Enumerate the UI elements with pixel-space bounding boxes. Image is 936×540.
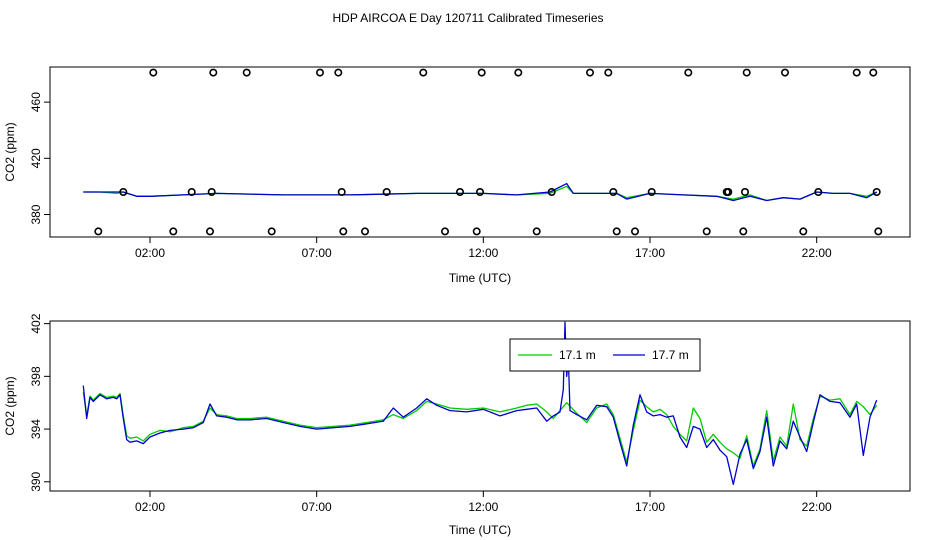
- calibration-point: [872, 188, 881, 197]
- calibration-point: [477, 68, 486, 77]
- calibration-point: [852, 68, 861, 77]
- calibration-point: [612, 227, 621, 236]
- calibration-point: [585, 68, 594, 77]
- top-y-axis: 380 420 460: [29, 92, 50, 225]
- calibration-point: [455, 188, 464, 197]
- calibration-point: [187, 188, 196, 197]
- calibration-point: [337, 188, 346, 197]
- bottom-x-axis: 02:00 07:00 12:00 17:00 22:00: [135, 491, 832, 514]
- legend: 17.1 m 17.7 m: [509, 338, 701, 372]
- calibration-point: [119, 188, 128, 197]
- calibration-point: [339, 227, 348, 236]
- bottom-y-axis-label: CO2 (ppm): [3, 376, 17, 435]
- legend-label-17-7m: 17.7 m: [652, 348, 689, 362]
- bottom-series-lines: [82, 321, 878, 486]
- calibration-point: [472, 227, 481, 236]
- top-x-axis-label: Time (UTC): [449, 271, 511, 285]
- series-line-17-7-m: [83, 182, 878, 202]
- y-tick-label: 390: [29, 471, 43, 491]
- series-line-17-1-m: [82, 392, 878, 467]
- y-tick-label: 402: [29, 313, 43, 333]
- calibration-point: [242, 68, 251, 77]
- y-tick-label: 420: [29, 148, 43, 168]
- calibration-point: [360, 227, 369, 236]
- x-tick-label: 02:00: [135, 246, 165, 260]
- x-tick-label: 12:00: [468, 500, 498, 514]
- calibration-point: [532, 227, 541, 236]
- calibration-point: [475, 188, 484, 197]
- x-tick-label: 02:00: [135, 500, 165, 514]
- x-tick-label: 12:00: [468, 246, 498, 260]
- x-tick-label: 17:00: [635, 500, 665, 514]
- calibration-point: [315, 68, 324, 77]
- y-tick-label: 380: [29, 204, 43, 224]
- calibration-point: [799, 227, 808, 236]
- x-tick-label: 07:00: [302, 500, 332, 514]
- calibration-point: [547, 188, 556, 197]
- calibration-point: [740, 188, 749, 197]
- figure-title: HDP AIRCOA E Day 120711 Calibrated Times…: [332, 11, 603, 25]
- top-series-lines: [83, 182, 878, 202]
- calibration-point: [647, 188, 656, 197]
- calibration-point: [742, 68, 751, 77]
- x-tick-label: 22:00: [802, 500, 832, 514]
- bottom-y-axis: 390 394 398 402: [29, 313, 50, 492]
- calibration-point: [149, 68, 158, 77]
- top-panel: 380 420 460 02:00 07:00 12:00 17:00 22:00 Time…: [3, 66, 911, 285]
- calibration-point: [440, 227, 449, 236]
- calibration-point: [334, 68, 343, 77]
- calibration-point: [739, 227, 748, 236]
- y-tick-label: 398: [29, 366, 43, 386]
- calibration-point: [874, 227, 883, 236]
- top-x-axis: 02:00 07:00 12:00 17:00 22:00: [135, 237, 832, 260]
- calibration-point: [514, 68, 523, 77]
- legend-label-17-1m: 17.1 m: [559, 348, 596, 362]
- bottom-panel: 390 394 398 402 02:00 07:00 12:00 17:00 22:00 T…: [3, 313, 911, 537]
- x-tick-label: 17:00: [635, 246, 665, 260]
- x-tick-label: 22:00: [802, 246, 832, 260]
- top-calibration-points: [94, 68, 883, 236]
- top-plot-frame: [49, 66, 911, 238]
- calibration-point: [609, 188, 618, 197]
- y-tick-label: 394: [29, 419, 43, 439]
- calibration-point: [630, 227, 639, 236]
- series-line-17-7-m: [82, 321, 878, 486]
- top-y-axis-label: CO2 (ppm): [3, 122, 17, 181]
- calibration-point: [684, 68, 693, 77]
- y-tick-label: 460: [29, 92, 43, 112]
- calibration-point: [604, 68, 613, 77]
- calibration-point: [724, 188, 733, 197]
- calibration-point: [702, 227, 711, 236]
- calibration-point: [169, 227, 178, 236]
- calibration-point: [780, 68, 789, 77]
- calibration-point: [419, 68, 428, 77]
- calibration-point: [94, 227, 103, 236]
- bottom-x-axis-label: Time (UTC): [449, 523, 511, 537]
- calibration-point: [207, 188, 216, 197]
- calibration-point: [209, 68, 218, 77]
- calibration-point: [382, 188, 391, 197]
- calibration-point: [267, 227, 276, 236]
- calibration-point: [869, 68, 878, 77]
- bottom-plot-frame: [49, 320, 911, 492]
- calibration-point: [814, 188, 823, 197]
- x-tick-label: 07:00: [302, 246, 332, 260]
- calibration-point: [206, 227, 215, 236]
